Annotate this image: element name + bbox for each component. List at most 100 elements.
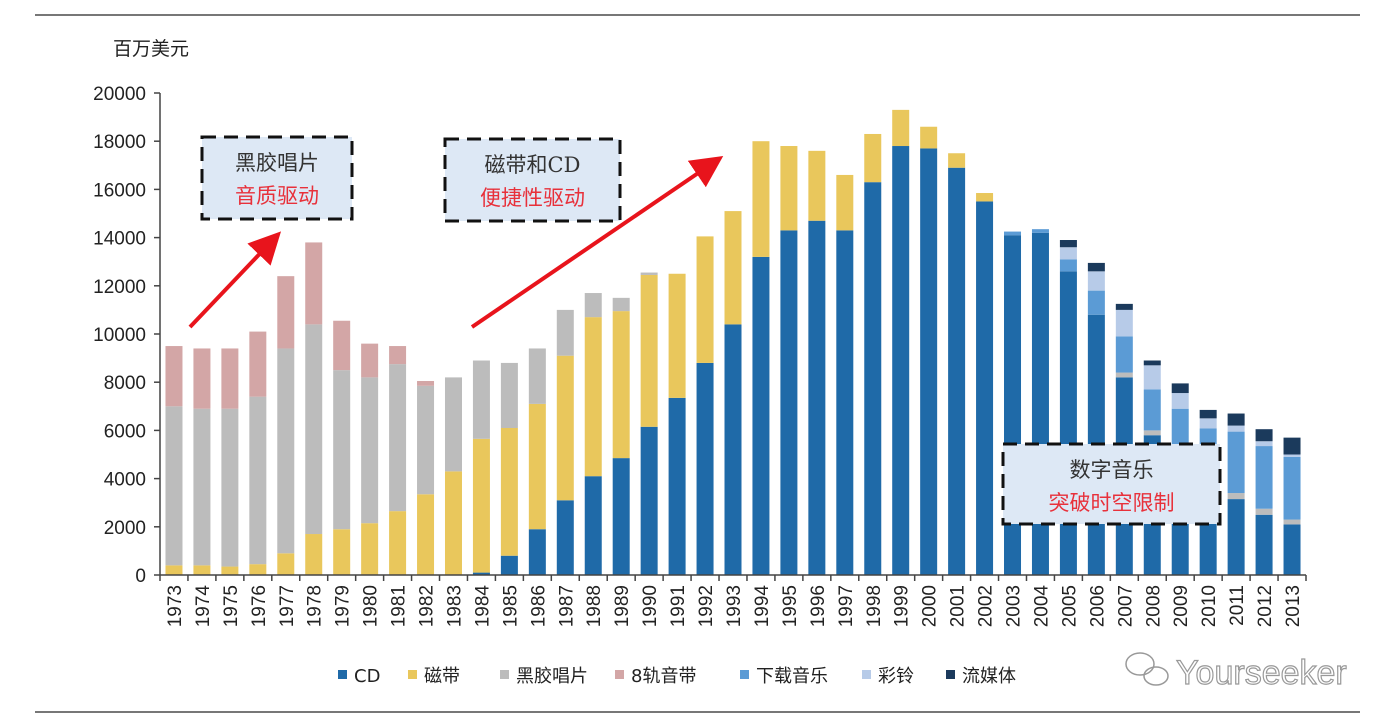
bar-segment <box>249 331 267 397</box>
annotation-title: 磁带和CD <box>485 153 581 177</box>
bar-segment <box>1115 303 1133 310</box>
bar-segment <box>1004 231 1022 236</box>
bar-segment <box>221 348 239 409</box>
x-tick-label: 1983 <box>444 585 465 627</box>
x-tick-label: 2003 <box>1004 585 1025 627</box>
bar-segment <box>612 297 630 312</box>
legend-label: 下载音乐 <box>756 666 828 687</box>
y-tick-label: 18000 <box>93 132 146 153</box>
x-tick-label: 1986 <box>528 585 549 627</box>
x-tick-label: 1984 <box>472 585 493 628</box>
bar-segment <box>1171 393 1189 409</box>
x-tick-label: 1996 <box>808 585 829 627</box>
bar-segment <box>249 564 267 575</box>
bar-segment <box>361 343 379 378</box>
y-tick-label: 20000 <box>93 84 146 105</box>
bar-segment <box>305 324 323 535</box>
bar-segment <box>780 230 798 575</box>
bar-segment <box>976 193 994 202</box>
annotation-subtitle: 便捷性驱动 <box>480 186 585 210</box>
bar-segment <box>277 553 295 575</box>
y-tick-label: 2000 <box>104 518 146 539</box>
bar-segment <box>193 348 211 409</box>
bar-segment <box>584 317 602 477</box>
bar-segment <box>892 146 910 575</box>
x-tick-label: 1977 <box>277 585 298 627</box>
legend-swatch <box>338 670 347 679</box>
bar-segment <box>556 355 574 501</box>
bar-segment <box>808 220 826 576</box>
bar-segment <box>1255 446 1273 509</box>
x-tick-label: 2006 <box>1087 585 1108 627</box>
x-tick-label: 2002 <box>976 585 997 627</box>
x-axis: 1973 1974 1975 1976 1977 1978 1979 1980 1981 1982… <box>159 574 1307 628</box>
bar-segment <box>193 408 211 566</box>
bar-segment <box>724 324 742 575</box>
bar-segment <box>1227 431 1245 494</box>
bar-segment <box>836 230 854 575</box>
bar-segment <box>1283 454 1301 457</box>
legend-item: 流媒体 <box>946 666 1016 687</box>
x-tick-label: 1985 <box>500 585 521 627</box>
bar-segment <box>417 494 435 575</box>
legend-item: 8轨音带 <box>615 666 696 687</box>
bar-segment <box>1115 336 1133 373</box>
legend-item: 黑胶唱片 <box>500 666 588 687</box>
x-tick-label: 1976 <box>249 585 270 627</box>
y-tick-label: 8000 <box>104 373 146 394</box>
y-axis: 0 2000 4000 6000 8000 10000 12000 14000 16000 180… <box>93 84 161 587</box>
bar-segment <box>417 385 435 495</box>
legend-label: 流媒体 <box>962 666 1016 687</box>
watermark: Yourseeker <box>1125 652 1347 693</box>
bar-segment <box>640 274 658 427</box>
legend-label: CD <box>354 666 380 687</box>
x-tick-label: 1973 <box>165 585 186 627</box>
bar-segment <box>612 311 630 459</box>
bar-segment <box>277 348 295 554</box>
trend-arrow <box>470 155 724 329</box>
bar-segment <box>1115 372 1133 378</box>
bar-segment <box>1283 519 1301 525</box>
bar-segment <box>1031 229 1049 233</box>
x-tick-label: 1990 <box>640 585 661 627</box>
x-tick-label: 2008 <box>1143 585 1164 627</box>
bar-segment <box>752 141 770 257</box>
legend-label: 彩铃 <box>878 666 914 687</box>
bar-segment <box>556 500 574 575</box>
x-tick-label: 1991 <box>668 585 689 627</box>
bar-segment <box>500 362 518 428</box>
x-tick-label: 2009 <box>1171 585 1192 627</box>
bar-segment <box>417 380 435 386</box>
y-tick-label: 12000 <box>93 277 146 298</box>
legend-label: 8轨音带 <box>631 666 696 687</box>
x-tick-label: 1980 <box>361 585 382 627</box>
x-tick-label: 2001 <box>948 585 969 627</box>
bar-segment <box>361 377 379 524</box>
annotation-subtitle: 突破时空限制 <box>1049 491 1175 515</box>
bar-segment <box>472 438 490 573</box>
bar-segment <box>864 133 882 183</box>
x-tick-label: 1989 <box>612 585 633 627</box>
bar-segment <box>1059 271 1077 575</box>
y-tick-label: 4000 <box>104 470 146 491</box>
bar-segment <box>976 201 994 575</box>
annotation-frame <box>443 137 622 223</box>
legend-swatch <box>615 670 624 679</box>
x-tick-label: 1982 <box>417 585 438 627</box>
bar-segment <box>1087 262 1105 272</box>
x-tick-label: 1999 <box>892 585 913 627</box>
bar-segment <box>472 360 490 439</box>
x-tick-label: 2007 <box>1115 585 1136 627</box>
bar-segment <box>1227 425 1245 432</box>
bar-segment <box>193 565 211 575</box>
legend-item: 下载音乐 <box>740 666 828 687</box>
bar-segment <box>584 476 602 575</box>
x-tick-label: 2004 <box>1031 585 1052 628</box>
x-tick-label: 2011 <box>1227 585 1248 626</box>
x-tick-label: 1998 <box>864 585 885 627</box>
bar-segment <box>640 426 658 575</box>
bar-segment <box>361 523 379 575</box>
bar-segment <box>1227 499 1245 575</box>
